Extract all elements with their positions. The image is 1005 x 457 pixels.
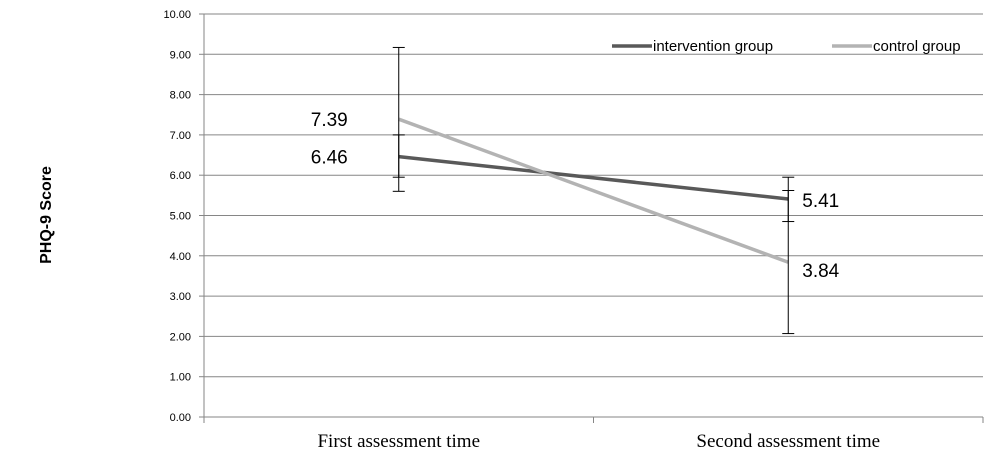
axes bbox=[203, 14, 984, 423]
series-line-1 bbox=[398, 117, 789, 264]
legend-label-0: intervention group bbox=[653, 38, 773, 55]
y-tick-label: 3.00 bbox=[170, 291, 191, 303]
y-tick-label: 2.00 bbox=[170, 331, 191, 343]
data-label: 7.39 bbox=[311, 110, 348, 131]
y-tick-label: 9.00 bbox=[170, 49, 191, 61]
data-labels: 6.46 5.41 7.39 3.84 bbox=[311, 110, 840, 282]
error-bars bbox=[392, 46, 795, 335]
series-line-0 bbox=[398, 154, 789, 201]
data-label: 5.41 bbox=[802, 191, 839, 212]
legend: intervention group control group bbox=[612, 38, 961, 55]
y-tick-label: 1.00 bbox=[170, 372, 191, 384]
y-tick-label: 4.00 bbox=[170, 251, 191, 263]
y-tick-label: 8.00 bbox=[170, 90, 191, 102]
y-axis-label: PHQ-9 Score bbox=[38, 166, 55, 264]
grid-lines bbox=[199, 13, 983, 418]
y-tick-labels: 0.00 1.00 2.00 3.00 4.00 5.00 6.00 7.00 8.00 9.00… bbox=[163, 9, 191, 424]
x-category-labels: First assessment time Second assessment t… bbox=[317, 431, 880, 452]
x-category-label: First assessment time bbox=[317, 431, 480, 452]
series-lines bbox=[398, 117, 789, 264]
y-tick-label: 7.00 bbox=[170, 130, 191, 142]
y-tick-label: 5.00 bbox=[170, 211, 191, 223]
y-tick-label: 10.00 bbox=[163, 9, 191, 21]
y-tick-label: 0.00 bbox=[170, 412, 191, 424]
y-tick-label: 6.00 bbox=[170, 170, 191, 182]
legend-label-1: control group bbox=[873, 38, 961, 55]
data-label: 6.46 bbox=[311, 148, 348, 169]
data-label: 3.84 bbox=[802, 261, 839, 282]
x-category-label: Second assessment time bbox=[696, 431, 880, 452]
